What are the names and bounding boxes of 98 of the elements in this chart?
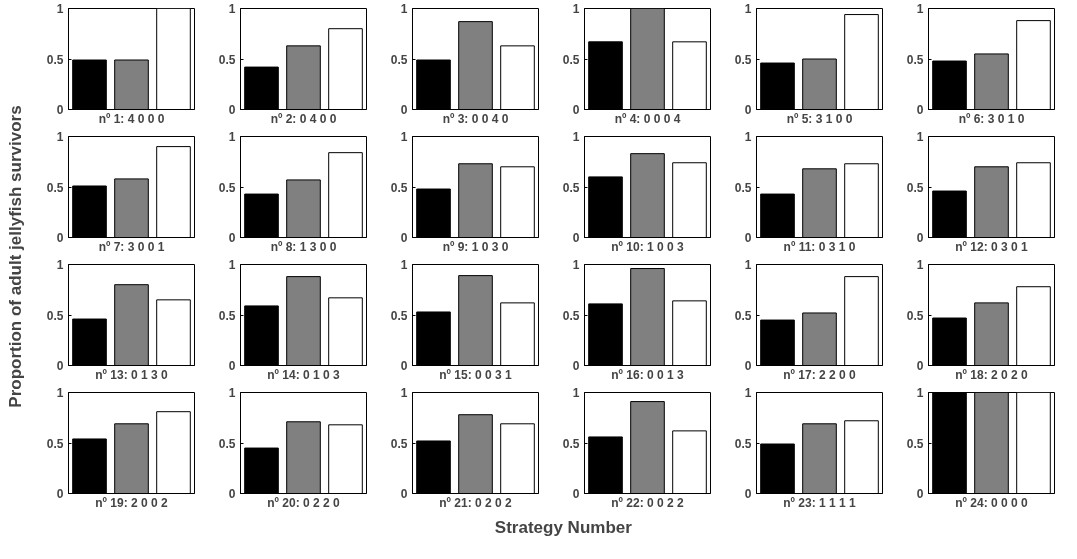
y-tick-label: 0.5 xyxy=(46,308,64,323)
y-tick-label: 1 xyxy=(56,2,64,16)
y-tick-label: 1 xyxy=(400,258,408,272)
y-tick-label: 1 xyxy=(228,130,236,144)
y-tick-label: 0 xyxy=(56,359,64,373)
y-tick-label: 0 xyxy=(572,231,580,245)
y-tick-label: 0.5 xyxy=(390,52,408,67)
y-tick-label: 0 xyxy=(572,487,580,501)
y-tick-label: 0.5 xyxy=(734,180,752,195)
y-tick-label: 0 xyxy=(744,359,752,373)
y-tick-label: 0.5 xyxy=(906,308,924,323)
y-tick-label: 0.5 xyxy=(734,436,752,451)
y-tick-label: 1 xyxy=(572,258,580,272)
y-tick-label: 1 xyxy=(400,130,408,144)
y-tick-label: 0.5 xyxy=(218,52,236,67)
y-tick-label: 1 xyxy=(916,386,924,400)
x-axis-title: nº 13: 0 1 3 0 xyxy=(95,367,169,382)
x-axis-title: nº 2: 0 4 0 0 xyxy=(270,111,337,126)
y-tick-label: 0.5 xyxy=(390,436,408,451)
y-tick-label: 0.5 xyxy=(734,52,752,67)
text: Strategy Number xyxy=(494,518,633,537)
y-tick-label: 1 xyxy=(744,386,752,400)
y-tick-label: 1 xyxy=(916,2,924,16)
y-tick-label: 0 xyxy=(56,231,64,245)
y-tick-label: 0 xyxy=(572,359,580,373)
x-axis-title: nº 19: 2 0 0 2 xyxy=(95,495,169,510)
x-axis-title: nº 1: 4 0 0 0 xyxy=(98,111,165,126)
y-tick-label: 0 xyxy=(228,103,236,117)
x-axis-title: nº 18: 2 0 2 0 xyxy=(955,367,1029,382)
y-tick-label: 1 xyxy=(400,386,408,400)
y-tick-label: 0.5 xyxy=(390,180,408,195)
y-tick-label: 0 xyxy=(228,231,236,245)
y-tick-label: 0 xyxy=(56,487,64,501)
y-tick-label: 0 xyxy=(916,487,924,501)
y-tick-label: 0 xyxy=(916,359,924,373)
x-axis-title: nº 11: 0 3 1 0 xyxy=(783,239,856,254)
y-tick-label: 1 xyxy=(572,130,580,144)
y-tick-label: 1 xyxy=(56,258,64,272)
x-axis-title: nº 20: 0 2 2 0 xyxy=(267,495,341,510)
y-tick-label: 0.5 xyxy=(562,180,580,195)
y-tick-label: 1 xyxy=(56,130,64,144)
y-tick-label: 1 xyxy=(572,2,580,16)
y-axis-title: Proportion of adult jellyfish survivors xyxy=(6,105,25,408)
x-axis-title: nº 15: 0 0 3 1 xyxy=(439,367,513,382)
x-axis-title: nº 3: 0 0 4 0 xyxy=(442,111,509,126)
y-tick-label: 1 xyxy=(744,258,752,272)
y-tick-label: 0.5 xyxy=(562,436,580,451)
x-axis-title: nº 21: 0 2 0 2 xyxy=(439,495,513,510)
y-tick-label: 1 xyxy=(744,130,752,144)
x-axis-title: nº 5: 3 1 0 0 xyxy=(786,111,853,126)
y-tick-label: 0.5 xyxy=(562,308,580,323)
y-tick-label: 1 xyxy=(572,386,580,400)
y-tick-label: 0 xyxy=(744,231,752,245)
y-tick-label: 0.5 xyxy=(218,436,236,451)
y-tick-label: 0 xyxy=(400,231,408,245)
y-tick-label: 0 xyxy=(400,487,408,501)
x-axis-title: nº 6: 3 0 1 0 xyxy=(958,111,1025,126)
y-tick-label: 1 xyxy=(228,258,236,272)
x-axis-title: nº 14: 0 1 0 3 xyxy=(267,367,341,382)
y-tick-label: 0 xyxy=(400,359,408,373)
y-tick-label: 0 xyxy=(744,487,752,501)
x-axis-title: nº 4: 0 0 0 4 xyxy=(614,111,681,126)
y-tick-label: 0 xyxy=(744,103,752,117)
y-tick-label: 1 xyxy=(56,386,64,400)
y-tick-label: 0.5 xyxy=(906,52,924,67)
y-tick-label: 1 xyxy=(744,2,752,16)
y-tick-label: 0 xyxy=(916,103,924,117)
y-tick-label: 0.5 xyxy=(46,52,64,67)
y-tick-label: 0.5 xyxy=(562,52,580,67)
x-axis-title: nº 7: 3 0 0 1 xyxy=(98,239,165,254)
y-tick-label: 0.5 xyxy=(906,436,924,451)
y-tick-label: 0.5 xyxy=(390,308,408,323)
y-tick-label: 0 xyxy=(400,103,408,117)
x-axis-title: nº 16: 0 0 1 3 xyxy=(611,367,685,382)
y-tick-label: 0.5 xyxy=(906,180,924,195)
x-axis-title: nº 12: 0 3 0 1 xyxy=(955,239,1029,254)
y-tick-label: 1 xyxy=(400,2,408,16)
x-axis-title: nº 8: 1 3 0 0 xyxy=(270,239,337,254)
x-axis-title: nº 17: 2 2 0 0 xyxy=(783,367,857,382)
y-tick-label: 1 xyxy=(916,258,924,272)
y-tick-label: 0.5 xyxy=(46,180,64,195)
y-tick-label: 1 xyxy=(916,130,924,144)
y-tick-label: 1 xyxy=(228,386,236,400)
y-tick-label: 0 xyxy=(916,231,924,245)
y-tick-label: 0 xyxy=(572,103,580,117)
y-tick-label: 0.5 xyxy=(734,308,752,323)
y-tick-label: 0.5 xyxy=(218,180,236,195)
x-axis-title: nº 10: 1 0 0 3 xyxy=(611,239,685,254)
y-tick-label: 0 xyxy=(56,103,64,117)
y-tick-label: 1 xyxy=(228,2,236,16)
x-axis-title: nº 24: 0 0 0 0 xyxy=(955,495,1029,510)
y-tick-label: 0.5 xyxy=(46,436,64,451)
x-axis-title: nº 23: 1 1 1 1 xyxy=(783,495,857,510)
x-axis-title: nº 9: 1 0 3 0 xyxy=(442,239,509,254)
x-axis-title: nº 22: 0 0 2 2 xyxy=(611,495,685,510)
y-tick-label: 0.5 xyxy=(218,308,236,323)
y-tick-label: 0 xyxy=(228,359,236,373)
y-tick-label: 0 xyxy=(228,487,236,501)
